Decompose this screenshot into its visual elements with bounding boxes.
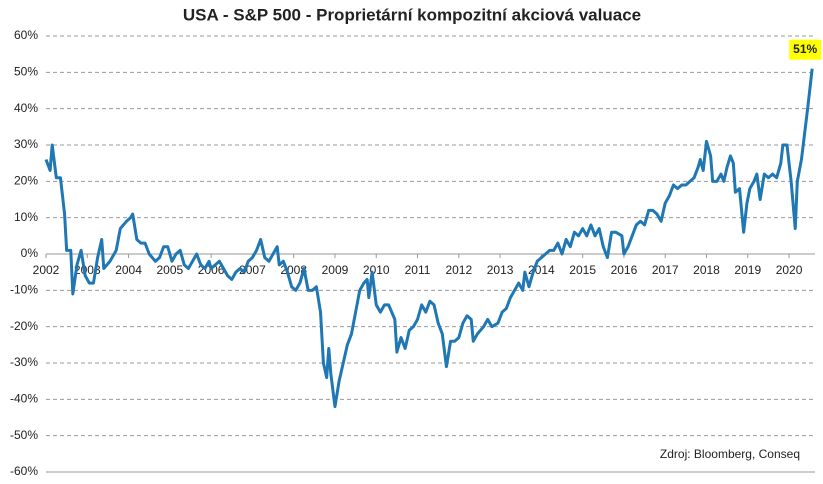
y-tick-label: 40%: [14, 101, 38, 115]
x-tick-label: 2011: [405, 263, 431, 277]
y-tick-label: 10%: [14, 210, 38, 224]
y-tick-label: 60%: [14, 28, 38, 42]
x-tick-label: 2010: [363, 263, 390, 277]
x-tick-label: 2017: [652, 263, 679, 277]
data-label-text: 51%: [793, 42, 817, 56]
x-tick-label: 2002: [33, 263, 60, 277]
y-tick-label: -50%: [10, 428, 38, 442]
source-note: Zdroj: Bloomberg, Conseq: [660, 447, 800, 461]
data-label-box: [789, 39, 822, 60]
x-tick-label: 2004: [115, 263, 142, 277]
x-tick-label: 2016: [611, 263, 638, 277]
x-tick-label: 2018: [693, 263, 720, 277]
x-tick-label: 2009: [322, 263, 349, 277]
x-tick-label: 2015: [569, 263, 596, 277]
x-tick-label: 2013: [487, 263, 514, 277]
y-tick-label: 30%: [14, 137, 38, 151]
y-tick-label: -10%: [10, 283, 38, 297]
y-tick-label: -30%: [10, 355, 38, 369]
y-tick-label: -40%: [10, 392, 38, 406]
x-tick-label: 2005: [156, 263, 183, 277]
x-tick-label: 2012: [445, 263, 472, 277]
y-tick-label: 0%: [21, 246, 39, 260]
y-tick-label: 20%: [14, 174, 38, 188]
y-tick-label: -60%: [10, 464, 38, 478]
chart-title: USA - S&P 500 - Proprietární kompozitní …: [183, 5, 641, 24]
x-tick-label: 2019: [734, 263, 761, 277]
x-tick-label: 2020: [776, 263, 803, 277]
data-line: [44, 68, 814, 409]
y-tick-label: 50%: [14, 65, 38, 79]
y-tick-label: -20%: [10, 319, 38, 333]
data-label: 51%: [789, 39, 822, 60]
